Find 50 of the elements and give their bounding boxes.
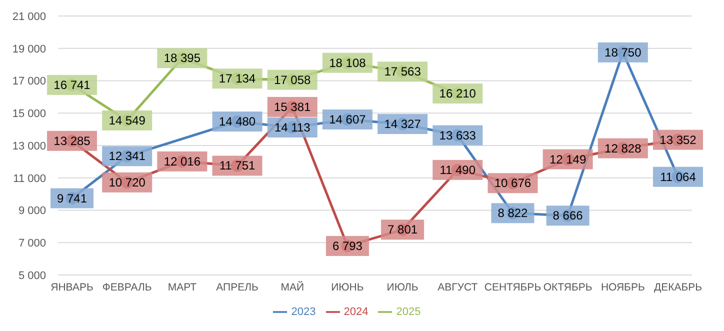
data-label: 14 327 bbox=[384, 117, 422, 132]
legend-label: 2025 bbox=[396, 306, 421, 318]
data-label: 12 341 bbox=[108, 149, 146, 164]
x-tick-label: ИЮЛЬ bbox=[386, 281, 418, 294]
data-label: 16 741 bbox=[54, 78, 91, 92]
x-tick-label: СЕНТЯБРЬ bbox=[484, 281, 542, 294]
data-label: 17 563 bbox=[384, 64, 422, 79]
data-label: 11 751 bbox=[219, 158, 256, 173]
data-label: 18 750 bbox=[604, 45, 642, 60]
y-tick-label: 5 000 bbox=[18, 270, 46, 282]
y-tick-label: 21 000 bbox=[12, 10, 46, 23]
data-label: 12 149 bbox=[549, 152, 586, 166]
data-label: 14 113 bbox=[274, 120, 311, 134]
x-tick-label: МАРТ bbox=[168, 281, 198, 294]
x-tick-label: АВГУСТ bbox=[438, 281, 478, 294]
x-tick-label: ЯНВАРЬ bbox=[50, 281, 94, 294]
data-label: 10 676 bbox=[494, 176, 532, 190]
data-label: 17 058 bbox=[274, 72, 312, 87]
data-label: 18 395 bbox=[164, 51, 201, 66]
data-label: 11 490 bbox=[440, 162, 476, 177]
data-label: 13 633 bbox=[439, 128, 476, 142]
data-label: 14 607 bbox=[329, 112, 366, 126]
data-label: 18 108 bbox=[329, 56, 366, 70]
x-tick-label: ОКТЯБРЬ bbox=[543, 281, 592, 294]
data-label: 14 549 bbox=[108, 113, 146, 128]
x-tick-label: ДЕКАБРЬ bbox=[654, 281, 702, 294]
data-label: 13 352 bbox=[660, 132, 697, 147]
y-tick-label: 7 000 bbox=[18, 238, 46, 250]
data-label: 10 720 bbox=[108, 175, 146, 190]
data-label: 13 285 bbox=[54, 134, 91, 148]
x-tick-label: АПРЕЛЬ bbox=[216, 281, 258, 294]
y-tick-label: 17 000 bbox=[12, 76, 46, 88]
x-tick-label: МАЙ bbox=[280, 280, 304, 294]
y-tick-label: 13 000 bbox=[12, 140, 46, 152]
y-tick-label: 15 000 bbox=[12, 108, 46, 120]
y-tick-label: 11 000 bbox=[13, 172, 46, 185]
y-tick-label: 9 000 bbox=[18, 205, 46, 218]
data-label: 12 828 bbox=[604, 141, 642, 156]
data-label: 17 134 bbox=[218, 72, 256, 86]
x-tick-label: ФЕВРАЛЬ bbox=[102, 281, 152, 294]
data-label: 15 381 bbox=[274, 100, 312, 114]
data-label: 14 480 bbox=[218, 114, 256, 129]
x-tick-label: НОЯБРЬ bbox=[600, 281, 645, 294]
y-tick-label: 19 000 bbox=[12, 43, 46, 56]
legend-label: 2024 bbox=[344, 306, 368, 318]
data-label: 16 210 bbox=[439, 86, 476, 101]
data-label: 11 064 bbox=[660, 170, 696, 184]
x-tick-label: ИЮНЬ bbox=[331, 281, 364, 294]
legend-label: 2023 bbox=[291, 306, 316, 318]
data-label: 12 016 bbox=[164, 154, 201, 168]
